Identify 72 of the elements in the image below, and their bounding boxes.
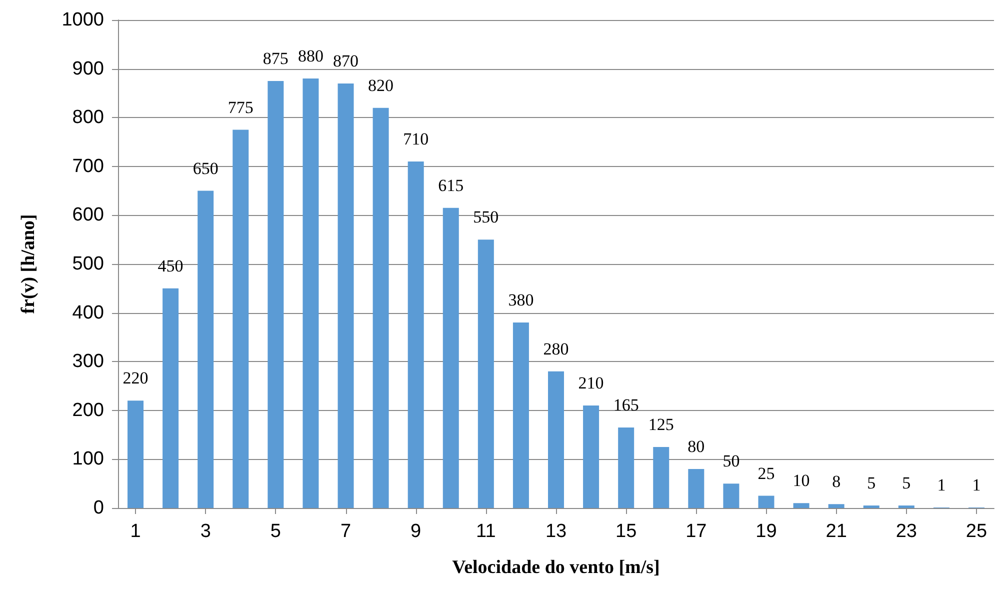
data-label: 710 <box>403 130 429 149</box>
x-tick-label: 7 <box>340 521 352 542</box>
y-axis-title: fr(v) [h/ano] <box>18 214 39 314</box>
data-label: 280 <box>543 339 569 358</box>
data-label: 5 <box>902 474 911 493</box>
x-tick-label: 9 <box>410 521 422 542</box>
data-label: 125 <box>648 415 674 434</box>
x-tick-label: 19 <box>756 521 777 542</box>
data-label: 1 <box>972 476 981 495</box>
bar <box>828 504 844 508</box>
x-tick-label: 5 <box>270 521 281 542</box>
bar <box>302 78 319 508</box>
data-label: 870 <box>333 51 359 70</box>
bar <box>793 503 810 508</box>
data-label: 875 <box>262 49 288 68</box>
data-label: 650 <box>192 158 218 178</box>
y-tick-label: 900 <box>72 58 104 80</box>
x-tick-label: 1 <box>130 521 141 542</box>
data-label: 80 <box>688 436 705 456</box>
bar <box>232 130 249 508</box>
y-tick-label: 500 <box>72 254 104 274</box>
bar <box>512 322 529 508</box>
y-tick-label: 0 <box>93 498 104 518</box>
data-label: 550 <box>473 208 499 227</box>
y-tick-label: 800 <box>72 107 104 128</box>
bar <box>268 81 284 508</box>
y-tick-label: 400 <box>72 302 104 324</box>
data-label: 210 <box>578 374 604 393</box>
data-label: 5 <box>867 474 876 493</box>
data-label: 775 <box>228 98 254 117</box>
data-label: 8 <box>832 472 841 492</box>
x-tick-label: 15 <box>616 521 637 542</box>
x-tick-label: 13 <box>545 521 567 542</box>
bar <box>338 83 354 508</box>
y-tick-label: 700 <box>72 156 104 177</box>
y-tick-label: 200 <box>72 400 104 421</box>
data-label: 380 <box>508 290 534 310</box>
bar <box>723 484 740 508</box>
x-tick-label: 25 <box>966 521 988 542</box>
data-label: 820 <box>368 76 394 95</box>
bar <box>758 496 774 508</box>
bar <box>653 447 670 508</box>
bar <box>198 190 214 508</box>
data-label: 10 <box>792 471 810 490</box>
bar <box>478 240 494 508</box>
data-label: 50 <box>722 452 740 471</box>
x-tick-label: 17 <box>686 521 707 542</box>
bar <box>442 208 459 508</box>
bar <box>128 400 144 508</box>
bar <box>372 108 389 508</box>
bar <box>548 371 564 508</box>
x-tick-label: 11 <box>476 521 496 542</box>
data-label: 880 <box>298 46 324 66</box>
data-label: 220 <box>122 368 148 388</box>
x-tick-label: 3 <box>200 521 211 542</box>
bar <box>162 288 179 508</box>
x-axis-title: Velocidade do vento [m/s] <box>452 557 660 578</box>
data-label: 450 <box>158 256 184 276</box>
data-label: 165 <box>613 395 639 414</box>
bar <box>618 427 634 508</box>
bar <box>583 406 600 508</box>
bar <box>688 468 704 508</box>
x-tick-label: 23 <box>896 521 917 542</box>
bar <box>408 162 424 508</box>
y-tick-label: 100 <box>72 448 104 470</box>
y-tick-label: 300 <box>72 351 104 372</box>
y-tick-label: 1000 <box>62 10 104 30</box>
data-label: 1 <box>937 476 946 495</box>
x-tick-label: 21 <box>826 521 847 542</box>
data-label: 615 <box>438 176 464 195</box>
y-tick-label: 600 <box>72 204 104 226</box>
data-label: 25 <box>758 464 775 483</box>
